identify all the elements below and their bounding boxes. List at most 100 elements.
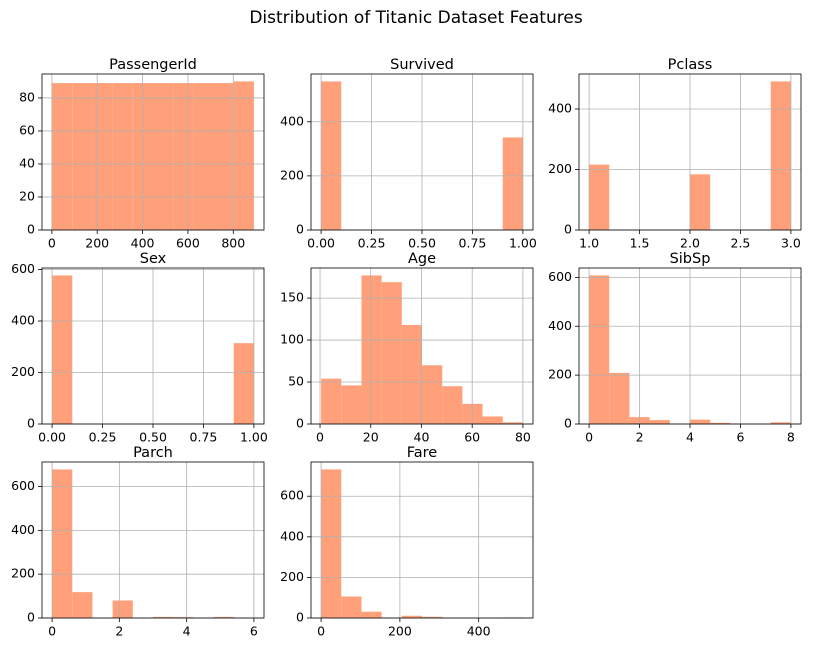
subplot-title: Parch: [133, 445, 173, 461]
bar: [690, 420, 710, 424]
y-tick-label: 80: [19, 89, 35, 104]
bar: [92, 83, 112, 230]
bar: [382, 282, 402, 424]
x-tick-label: 0: [316, 430, 324, 445]
y-tick-label: 200: [548, 161, 572, 176]
subplot-title: Pclass: [668, 57, 713, 73]
x-tick-label: 800: [221, 236, 245, 251]
bar: [341, 596, 361, 618]
subplot-title: Age: [408, 251, 436, 267]
y-tick-label: 400: [280, 113, 304, 128]
y-tick-label: 0: [27, 416, 35, 431]
bar: [609, 373, 629, 424]
subplot-title: Survived: [390, 57, 454, 73]
y-tick-label: 200: [548, 367, 572, 382]
subplot-title: Sex: [140, 251, 167, 267]
x-tick-label: 1.5: [630, 236, 650, 251]
y-tick-label: 600: [11, 478, 35, 493]
bar: [113, 83, 133, 230]
y-tick-label: 0: [27, 222, 35, 237]
x-tick-label: 0.00: [307, 236, 335, 251]
bar: [483, 416, 503, 424]
bar: [193, 83, 213, 230]
bar: [52, 275, 72, 424]
x-tick-label: 0.00: [38, 430, 66, 445]
x-tick-label: 4: [686, 430, 694, 445]
bar: [650, 420, 670, 424]
x-tick-label: 1.00: [240, 430, 268, 445]
y-tick-label: 400: [11, 522, 35, 537]
subplot-title: SibSp: [670, 251, 711, 267]
bar: [589, 275, 609, 424]
x-tick-label: 0.75: [459, 236, 487, 251]
y-tick-label: 0: [564, 222, 572, 237]
bar: [589, 165, 609, 230]
bar: [113, 600, 133, 618]
bar: [52, 469, 72, 618]
x-tick-label: 2.5: [731, 236, 751, 251]
x-tick-label: 0: [48, 236, 56, 251]
x-tick-label: 0: [48, 624, 56, 639]
x-tick-label: 200: [388, 624, 412, 639]
x-tick-label: 3.0: [781, 236, 801, 251]
y-tick-label: 200: [280, 167, 304, 182]
bar: [361, 612, 381, 618]
x-tick-label: 400: [467, 624, 491, 639]
y-tick-label: 200: [11, 566, 35, 581]
y-tick-label: 0: [296, 610, 304, 625]
y-tick-label: 200: [11, 364, 35, 379]
x-tick-label: 2: [636, 430, 644, 445]
x-tick-label: 1.00: [509, 236, 537, 251]
y-tick-label: 600: [548, 269, 572, 284]
x-tick-label: 0: [317, 624, 325, 639]
y-tick-label: 0: [296, 416, 304, 431]
y-tick-label: 60: [19, 122, 35, 137]
bar: [72, 83, 92, 230]
bar: [173, 83, 193, 230]
bar: [72, 592, 92, 618]
bar: [503, 137, 523, 230]
y-tick-label: 150: [280, 290, 304, 305]
x-tick-label: 0.50: [408, 236, 436, 251]
bar: [321, 469, 341, 618]
y-tick-label: 0: [296, 222, 304, 237]
y-tick-label: 600: [280, 488, 304, 503]
x-tick-label: 20: [363, 430, 379, 445]
y-tick-label: 400: [548, 100, 572, 115]
y-tick-label: 400: [548, 318, 572, 333]
x-tick-label: 2: [115, 624, 123, 639]
bar: [690, 174, 710, 230]
x-tick-label: 2.0: [680, 236, 700, 251]
y-tick-label: 50: [288, 374, 304, 389]
x-tick-label: 400: [131, 236, 155, 251]
x-tick-label: 600: [176, 236, 200, 251]
x-tick-label: 0.25: [358, 236, 386, 251]
bar: [422, 365, 442, 424]
bar: [321, 379, 341, 424]
x-tick-label: 0.25: [89, 430, 117, 445]
y-tick-label: 600: [11, 261, 35, 276]
bar: [214, 83, 234, 230]
figure-title: Distribution of Titanic Dataset Features: [249, 8, 583, 28]
x-tick-label: 200: [85, 236, 109, 251]
x-tick-label: 4: [183, 624, 191, 639]
bar: [52, 83, 72, 230]
bar: [153, 83, 173, 230]
bar: [234, 81, 254, 230]
x-tick-label: 0.50: [139, 430, 167, 445]
x-tick-label: 1.0: [579, 236, 599, 251]
bar: [234, 343, 254, 424]
x-tick-label: 0: [585, 430, 593, 445]
y-tick-label: 100: [280, 332, 304, 347]
y-tick-label: 400: [11, 313, 35, 328]
x-tick-label: 6: [736, 430, 744, 445]
x-tick-label: 8: [787, 430, 795, 445]
y-tick-label: 400: [280, 528, 304, 543]
y-tick-label: 0: [564, 416, 572, 431]
y-tick-label: 40: [19, 155, 35, 170]
y-tick-label: 0: [27, 610, 35, 625]
subplot-title: Fare: [407, 445, 438, 461]
y-tick-label: 200: [280, 569, 304, 584]
